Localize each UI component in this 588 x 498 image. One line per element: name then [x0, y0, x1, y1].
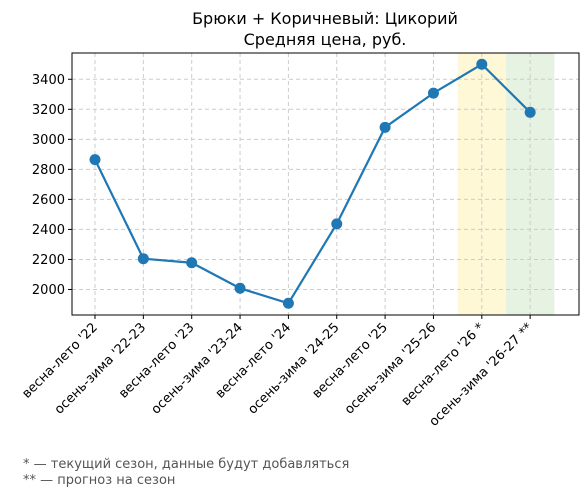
data-point-2 [186, 257, 198, 269]
y-tick-label-7: 3400 [32, 73, 65, 88]
data-point-7 [427, 87, 439, 99]
data-point-0 [89, 154, 101, 166]
footnote-forecast: ** — прогноз на сезон [23, 473, 176, 488]
highlight-bands [457, 53, 555, 315]
x-tick-label-8: весна-лето '26 * [399, 320, 488, 409]
y-tick-label-5: 3000 [32, 133, 65, 148]
series-line [89, 58, 536, 309]
footnote-current-season: * — текущий сезон, данные будут добавлят… [23, 457, 350, 472]
y-tick-label-3: 2600 [32, 193, 65, 208]
highlight-band-0 [457, 53, 506, 315]
highlight-band-1 [505, 53, 555, 315]
data-point-8 [476, 58, 488, 70]
data-point-4 [282, 297, 294, 309]
data-point-1 [137, 253, 149, 265]
y-tick-label-6: 3200 [32, 103, 65, 118]
chart-subtitle: Средняя цена, руб. [244, 30, 407, 49]
series-path-0 [94, 63, 531, 305]
data-point-6 [379, 121, 391, 133]
y-tick-label-2: 2400 [32, 223, 65, 238]
data-point-9 [524, 106, 536, 118]
x-tick-label-3: осень-зима '23-24 [149, 320, 246, 417]
line-chart: Брюки + Коричневый: Цикорий Средняя цена… [19, 9, 580, 430]
data-point-3 [234, 282, 246, 294]
chart-title: Брюки + Коричневый: Цикорий [192, 9, 458, 28]
data-point-5 [331, 218, 343, 230]
y-tick-label-4: 2800 [32, 163, 65, 178]
plot-area [71, 52, 580, 316]
y-tick-label-0: 2000 [32, 283, 65, 298]
x-tick-label-5: осень-зима '24-25 [245, 320, 342, 417]
y-axis: 2000 2200 2400 2600 2800 3000 3200 3400 [32, 73, 72, 298]
x-tick-label-1: осень-зима '22-23 [52, 320, 149, 417]
x-tick-label-7: осень-зима '25-26 [342, 320, 439, 417]
y-tick-label-1: 2200 [32, 253, 65, 268]
